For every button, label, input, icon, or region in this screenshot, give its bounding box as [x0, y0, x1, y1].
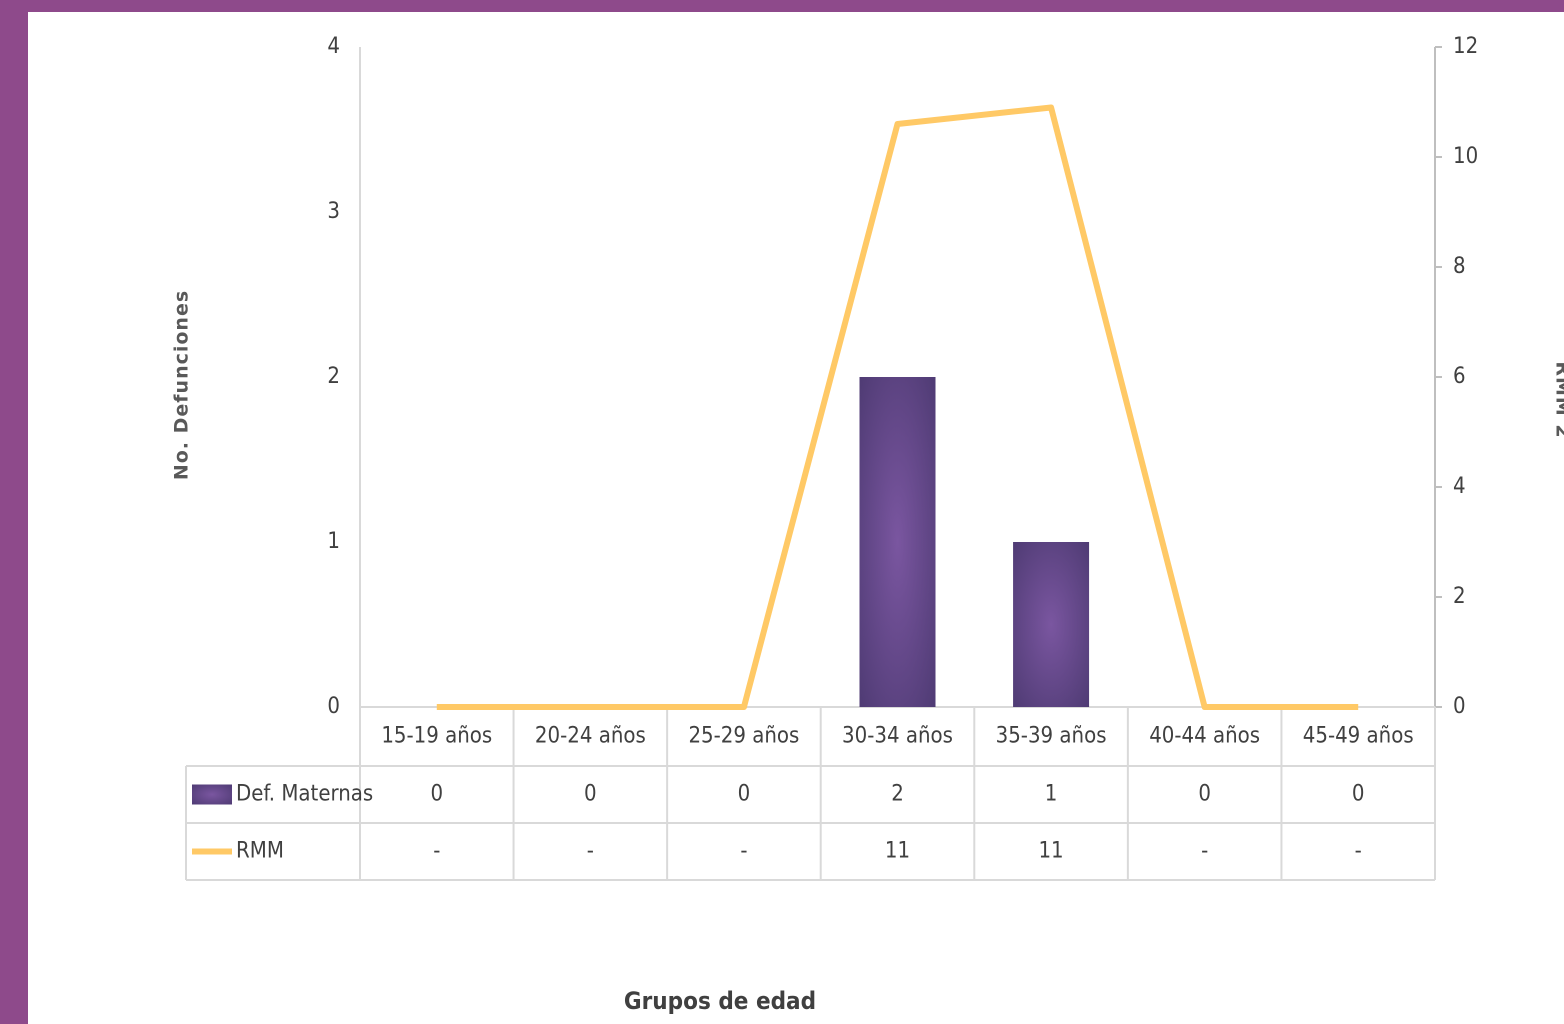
bar	[1013, 542, 1090, 707]
x-tick-label: 45-49 años	[1303, 724, 1414, 749]
x-tick-label: 40-44 años	[1149, 724, 1260, 749]
y2-tick-label: 6	[1453, 364, 1466, 389]
table-cell: 0	[1198, 782, 1211, 807]
table-cell: 0	[738, 782, 751, 807]
y2-tick-label: 10	[1453, 144, 1478, 169]
table-cell: -	[1201, 839, 1208, 864]
bar	[859, 377, 936, 707]
y-tick-label: 0	[327, 694, 340, 719]
table-cell: 11	[885, 839, 910, 864]
y2-axis-title: RMM 2	[1552, 361, 1564, 438]
y-tick-label: 4	[327, 34, 340, 59]
x-tick-label: 35-39 años	[996, 724, 1107, 749]
table-cell: -	[1355, 839, 1362, 864]
table-cell: 1	[1045, 782, 1058, 807]
line	[436, 104, 1359, 710]
y-tick-label: 3	[327, 199, 340, 224]
y-axis-title: No. Defunciones	[171, 290, 193, 480]
y2-tick-label: 12	[1453, 34, 1478, 59]
table-cell: -	[587, 839, 594, 864]
x-tick-label: 30-34 años	[842, 724, 953, 749]
y2-tick-label: 0	[1453, 694, 1466, 719]
legend-swatch	[192, 784, 232, 805]
legend-label: RMM	[236, 839, 284, 864]
frame-left	[0, 0, 28, 1024]
table-cell: 2	[891, 782, 904, 807]
x-tick-label: 20-24 años	[535, 724, 646, 749]
y-tick-label: 1	[327, 529, 340, 554]
table-cell: 0	[1352, 782, 1365, 807]
table-cell: -	[433, 839, 440, 864]
table-cell: 0	[430, 782, 443, 807]
table-cell: 11	[1038, 839, 1063, 864]
y2-tick-label: 8	[1453, 254, 1466, 279]
table-cell: 0	[584, 782, 597, 807]
x-tick-label: 15-19 años	[381, 724, 492, 749]
x-tick-label: 25-29 años	[688, 724, 799, 749]
y-tick-label: 2	[327, 364, 340, 389]
table-cell: -	[740, 839, 747, 864]
y2-tick-label: 4	[1453, 474, 1466, 499]
y2-tick-label: 2	[1453, 584, 1466, 609]
legend-label: Def. Maternas	[236, 782, 373, 807]
frame-top	[0, 0, 1564, 12]
x-axis-title: Grupos de edad	[624, 987, 816, 1015]
